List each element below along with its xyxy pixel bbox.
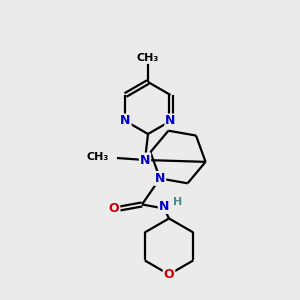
Text: N: N <box>140 154 150 166</box>
Text: N: N <box>155 172 165 185</box>
Text: O: O <box>109 202 119 215</box>
Text: N: N <box>159 200 169 213</box>
Text: CH₃: CH₃ <box>137 53 159 63</box>
Text: N: N <box>165 115 176 128</box>
Text: H: H <box>173 197 183 207</box>
Text: CH₃: CH₃ <box>87 152 109 162</box>
Text: O: O <box>164 268 174 281</box>
Text: N: N <box>120 115 131 128</box>
